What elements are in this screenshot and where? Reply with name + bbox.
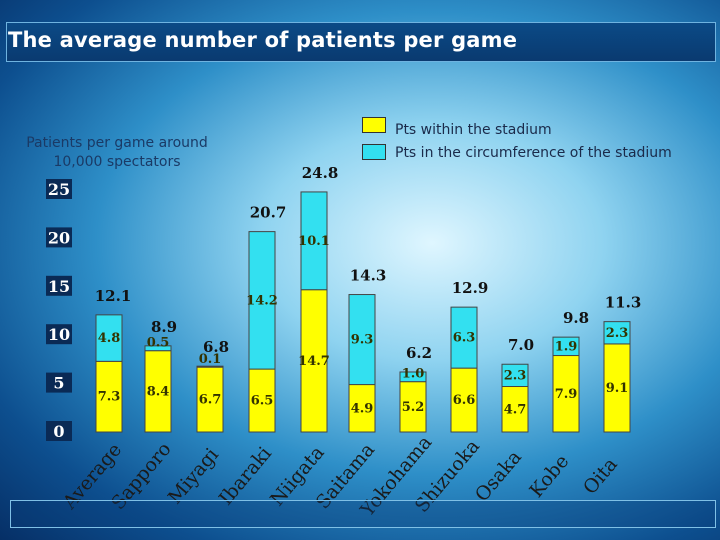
y-tick-box: [46, 227, 72, 248]
footer-bar: [10, 500, 716, 528]
y-tick-box: [46, 421, 72, 441]
bar-within: [196, 366, 224, 433]
bar-circumference: [603, 321, 631, 345]
value-label-within: 6.7: [199, 393, 222, 408]
bar-circumference: [95, 314, 123, 362]
legend-swatch-circumference: [362, 144, 386, 160]
total-label: 14.3: [350, 267, 387, 285]
value-label-circumference: 1.9: [555, 339, 578, 354]
total-label: 8.9: [151, 318, 177, 336]
value-label-within: 4.9: [351, 401, 374, 416]
total-label: 7.0: [508, 336, 534, 354]
value-label-circumference: 0.1: [199, 352, 222, 367]
value-label-within: 6.6: [453, 393, 476, 408]
y-tick-box: [46, 324, 72, 345]
bar-within: [144, 350, 172, 433]
value-label-within: 6.5: [251, 394, 274, 409]
value-label-circumference: 2.3: [504, 368, 527, 383]
total-label: 12.1: [95, 287, 132, 305]
value-label-circumference: 9.3: [351, 333, 374, 348]
value-label-within: 4.7: [504, 402, 527, 417]
value-label-circumference: 10.1: [298, 234, 330, 249]
value-label-within: 7.9: [555, 387, 578, 402]
total-label: 6.8: [203, 338, 229, 356]
value-label-within: 5.2: [402, 400, 425, 415]
value-label-circumference: 4.8: [98, 331, 121, 346]
category-label: Oita: [579, 454, 622, 499]
bar-circumference: [300, 191, 328, 291]
value-label-circumference: 6.3: [453, 331, 476, 346]
bar-within: [450, 367, 478, 433]
value-label-circumference: 14.2: [246, 293, 278, 308]
total-label: 11.3: [605, 294, 642, 312]
y-tick-box: [46, 275, 72, 296]
category-label: Kobe: [525, 450, 573, 501]
y-tick-box: [46, 372, 72, 393]
bar-circumference: [552, 336, 580, 357]
page-title: The average number of patients per game: [8, 28, 518, 52]
value-label-within: 7.3: [98, 390, 121, 405]
value-label-circumference: 1.0: [402, 367, 425, 382]
total-label: 9.8: [563, 309, 589, 327]
total-label: 24.8: [302, 164, 339, 182]
value-label-within: 8.4: [147, 384, 170, 399]
y-tick-label: 15: [48, 277, 70, 296]
bar-within: [399, 381, 427, 433]
bar-circumference: [399, 371, 427, 383]
bar-within: [501, 386, 529, 433]
total-label: 6.2: [406, 344, 432, 362]
bar-circumference: [501, 363, 529, 388]
legend-swatch-within: [362, 117, 386, 133]
value-label-within: 9.1: [606, 381, 629, 396]
total-label: 20.7: [250, 204, 287, 222]
bar-circumference: [248, 231, 276, 370]
legend-label-circumference: Pts in the circumference of the stadium: [395, 145, 672, 161]
y-tick-label: 0: [53, 422, 64, 441]
bar-circumference: [450, 306, 478, 369]
value-label-circumference: 2.3: [606, 326, 629, 341]
legend-label-within: Pts within the stadium: [395, 122, 552, 138]
bar-within: [552, 355, 580, 433]
y-tick-label: 5: [53, 374, 64, 393]
bar-circumference: [144, 345, 172, 352]
bar-circumference: [196, 365, 224, 368]
value-label-within: 14.7: [298, 354, 330, 369]
total-label: 12.9: [452, 279, 489, 297]
y-tick-label: 10: [48, 325, 70, 344]
axis-note: Patients per game around 10,000 spectato…: [26, 135, 208, 170]
title-bar: [6, 22, 716, 62]
y-tick-label: 20: [48, 228, 70, 247]
bar-within: [248, 368, 276, 433]
bar-within: [348, 384, 376, 433]
value-label-circumference: 0.5: [147, 336, 170, 351]
y-tick-box: [46, 179, 72, 199]
y-tick-label: 25: [48, 180, 70, 199]
bar-within: [95, 360, 123, 433]
bar-circumference: [348, 294, 376, 386]
